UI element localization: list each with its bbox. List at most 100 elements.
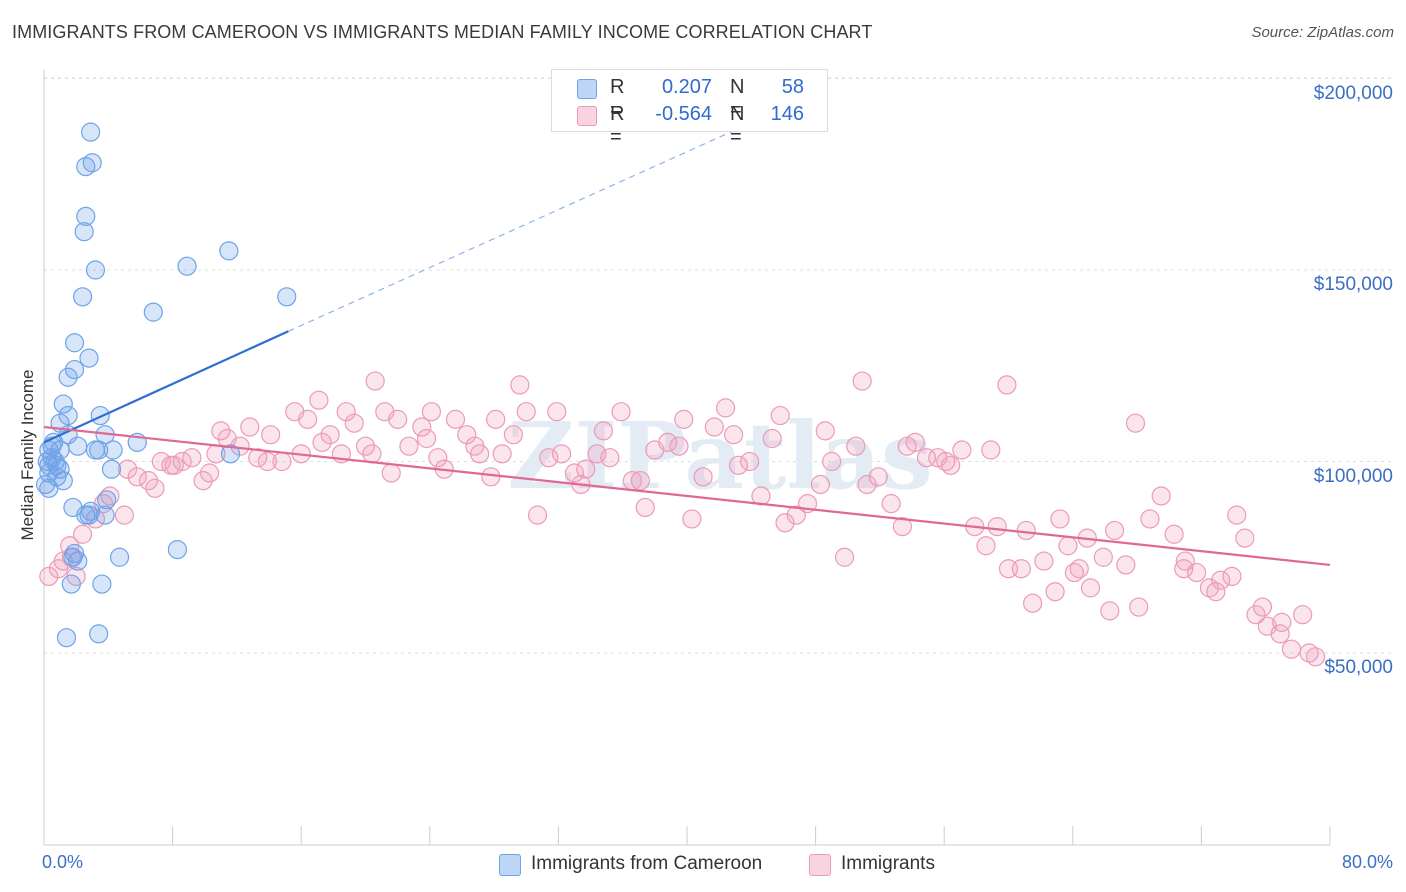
y-tick-label: $200,000 [1313, 82, 1393, 104]
point-immigrants [728, 455, 749, 475]
point-immigrants [362, 444, 382, 464]
point-immigrants [1045, 582, 1065, 602]
point-immigrants [600, 448, 620, 468]
point-immigrants [412, 417, 432, 437]
point-immigrants [1174, 559, 1194, 579]
point-immigrants [674, 409, 694, 429]
point-cameroon [58, 367, 78, 387]
point-cameroon [277, 287, 297, 307]
point-cameroon [39, 455, 59, 475]
point-immigrants [762, 428, 782, 449]
trend-lines [43, 93, 1331, 567]
trend-extension-cameroon [288, 93, 816, 332]
point-immigrants [127, 467, 147, 487]
point-immigrants [669, 436, 689, 456]
point-immigrants [1140, 509, 1160, 529]
point-immigrants [740, 451, 760, 472]
point-immigrants [465, 436, 485, 456]
point-immigrants [987, 517, 1007, 537]
point-immigrants [810, 474, 831, 495]
point-immigrants [1080, 578, 1101, 598]
point-immigrants [261, 425, 281, 445]
point-immigrants [211, 421, 231, 441]
point-cameroon [53, 394, 73, 414]
point-cameroon [64, 359, 85, 380]
point-immigrants [199, 463, 220, 483]
point-cameroon [109, 547, 130, 567]
point-immigrants [815, 421, 835, 441]
stats-box: R = 0.207 N = 58 R = -0.564 N = 146 [551, 69, 828, 148]
point-cameroon [61, 574, 81, 594]
point-cameroon [92, 574, 112, 594]
point-immigrants [1093, 547, 1113, 567]
point-immigrants [416, 428, 437, 449]
point-immigrants [1023, 593, 1043, 613]
point-cameroon [95, 505, 115, 525]
point-immigrants [39, 566, 59, 587]
point-immigrants [846, 436, 866, 456]
point-immigrants [658, 432, 678, 452]
point-immigrants [445, 409, 466, 429]
source-label: Source: ZipAtlas.com [1251, 24, 1394, 41]
point-cameroon [76, 505, 96, 525]
point-immigrants [770, 405, 790, 426]
point-immigrants [492, 444, 512, 464]
point-immigrants [527, 505, 548, 525]
point-immigrants [630, 471, 650, 491]
r-value: 0.207 [661, 76, 712, 98]
point-cameroon [81, 122, 101, 142]
point-immigrants [1034, 551, 1054, 571]
stats-swatch-cameroon [577, 79, 597, 99]
legend-label: Immigrants [841, 853, 935, 874]
n-value: 146 [770, 103, 804, 125]
point-immigrants [976, 536, 996, 556]
point-immigrants [1058, 536, 1078, 556]
point-immigrants [1252, 597, 1273, 617]
point-immigrants [952, 440, 972, 460]
point-immigrants [240, 417, 260, 437]
point-immigrants [138, 471, 159, 491]
legend-swatch-immigrants [809, 854, 831, 876]
point-immigrants [399, 436, 419, 456]
point-immigrants [892, 517, 913, 537]
point-immigrants [248, 448, 268, 468]
point-immigrants [834, 547, 855, 567]
point-immigrants [576, 459, 596, 479]
point-cameroon [89, 440, 109, 460]
point-immigrants [1164, 524, 1184, 544]
point-immigrants [117, 459, 138, 479]
point-immigrants [916, 448, 937, 468]
r-label: R = [610, 76, 625, 121]
point-immigrants [593, 421, 614, 441]
point-immigrants [486, 409, 506, 429]
point-immigrants [1235, 528, 1255, 548]
trend-line-cameroon [43, 330, 289, 444]
point-immigrants [724, 425, 744, 445]
point-immigrants [1222, 566, 1242, 587]
n-value: 58 [781, 76, 804, 98]
point-cameroon [90, 405, 110, 426]
point-immigrants [775, 513, 795, 533]
legend-label: Immigrants from Cameroon [531, 853, 763, 874]
point-immigrants [693, 467, 713, 487]
trend-line-immigrants [43, 425, 1331, 567]
point-cameroon [219, 241, 239, 261]
point-immigrants [481, 467, 501, 487]
point-immigrants [151, 451, 171, 472]
point-cameroon [76, 206, 96, 226]
point-immigrants [428, 448, 448, 468]
point-immigrants [547, 402, 567, 422]
point-cameroon [74, 222, 94, 242]
point-immigrants [1227, 505, 1247, 525]
point-immigrants [298, 409, 318, 429]
point-immigrants [1281, 639, 1302, 659]
point-immigrants [1272, 612, 1292, 632]
point-immigrants [822, 451, 842, 472]
point-immigrants [1104, 520, 1125, 541]
point-immigrants [1116, 555, 1136, 575]
point-cameroon [89, 624, 109, 644]
point-immigrants [587, 444, 607, 464]
point-immigrants [193, 471, 213, 491]
point-immigrants [1016, 520, 1036, 541]
